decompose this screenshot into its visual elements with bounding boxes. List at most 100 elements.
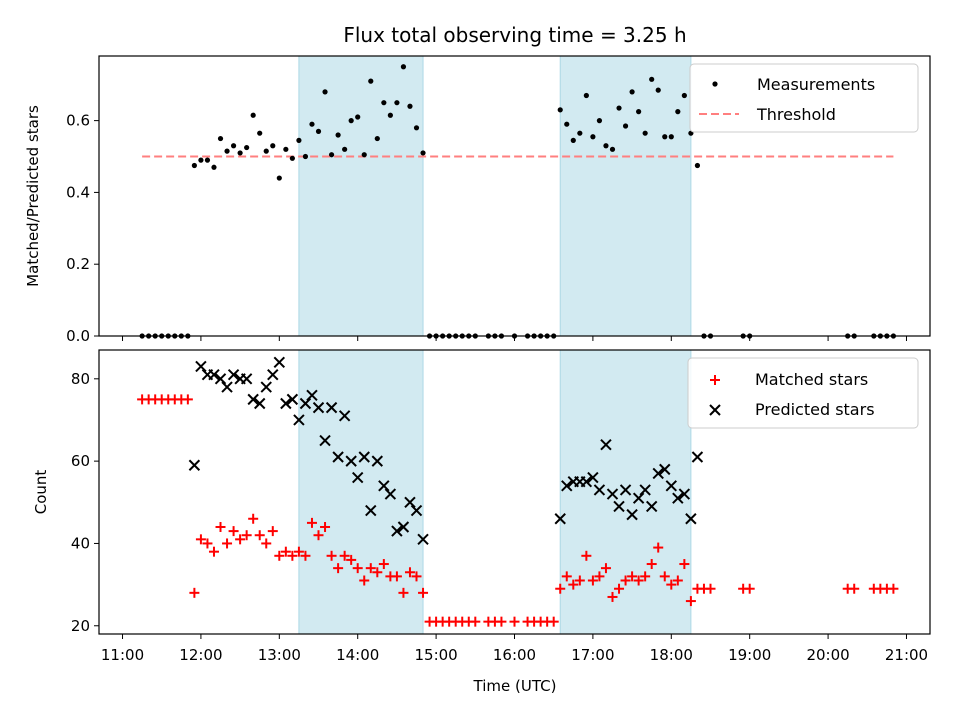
predicted-star-point: [214, 373, 227, 385]
x-tick-label: 11:00: [101, 646, 144, 664]
predicted-star-point: [299, 397, 312, 410]
matched-star-point: [607, 591, 618, 602]
predicted-star-point: [312, 401, 325, 414]
measurement-point: [296, 137, 302, 143]
predicted-star-point: [384, 488, 397, 500]
matched-star-point: [261, 538, 272, 549]
predicted-star-point: [280, 397, 292, 410]
legend-matched-label: Matched stars: [755, 370, 868, 389]
measurement-point: [322, 89, 328, 95]
y-tick-label: 0.4: [66, 183, 90, 201]
measurement-point: [394, 100, 400, 106]
measurement-point: [381, 100, 387, 106]
matched-star-point: [293, 546, 304, 557]
x-tick-label: 20:00: [806, 646, 849, 664]
measurement-point: [217, 135, 224, 142]
x-axis-label: Time (UTC): [473, 677, 557, 695]
measurement-point: [198, 157, 204, 163]
matched-star-point: [274, 550, 285, 561]
matched-star-point: [744, 583, 755, 594]
predicted-star-point: [691, 451, 704, 463]
measurement-point: [270, 143, 276, 149]
matched-star-point: [326, 550, 337, 561]
top-shaded-intervals: [298, 55, 692, 337]
predicted-star-point: [639, 484, 651, 496]
measurement-point: [355, 114, 361, 120]
predicted-star-point: [260, 381, 272, 393]
predicted-star-point: [561, 480, 573, 492]
predicted-star-point: [319, 434, 331, 447]
matched-star-point: [574, 575, 585, 586]
chart-title: Flux total observing time = 3.25 h: [343, 23, 686, 47]
measurement-point: [224, 148, 230, 154]
predicted-star-point: [593, 484, 606, 496]
measurement-point: [400, 64, 407, 70]
measurement-point: [570, 137, 576, 143]
measurement-point: [636, 109, 642, 115]
predicted-star-point: [645, 500, 658, 513]
x-tick-label: 13:00: [258, 646, 301, 664]
measurement-point: [609, 146, 616, 152]
predicted-star-point: [221, 381, 233, 393]
matched-star-point: [509, 616, 520, 627]
matched-star-point: [587, 575, 598, 586]
matched-star-point: [306, 517, 317, 528]
matched-star-point: [287, 550, 298, 561]
predicted-star-point: [580, 476, 593, 488]
legend-predicted-label: Predicted stars: [755, 400, 875, 419]
measurement-point: [681, 92, 687, 99]
y-tick-label: 0.6: [66, 112, 90, 130]
measurement-point: [590, 134, 596, 140]
bottom-axes-frame: [98, 349, 931, 635]
x-tick-label: 17:00: [571, 646, 614, 664]
predicted-star-point: [352, 471, 364, 484]
measurement-point: [244, 144, 250, 151]
bottom-y-ticks: 20 40 60 80: [71, 370, 99, 635]
measurement-point: [250, 112, 256, 118]
matched-star-point: [280, 546, 291, 557]
matched-star-point: [679, 559, 690, 570]
predicted-star-point: [678, 488, 691, 500]
top-y-axis-label: Matched/Predicted stars: [24, 105, 42, 287]
legend-measurements-marker: [712, 81, 718, 87]
measurement-point: [191, 162, 197, 169]
top-x-ticks: [122, 336, 907, 341]
predicted-star-point: [659, 463, 671, 476]
matched-star-point: [496, 616, 507, 627]
matched-star-point: [411, 571, 422, 582]
matched-star-point: [339, 550, 350, 561]
measurement-point: [629, 89, 635, 95]
measurement-point: [309, 121, 315, 127]
predicted-star-point: [345, 455, 357, 467]
matched-star-point: [620, 575, 631, 586]
predicted-star-point: [240, 373, 253, 385]
measurement-point: [374, 135, 380, 142]
matched-star-point: [235, 534, 246, 545]
predicted-star-point: [378, 480, 390, 492]
matched-star-point: [627, 571, 638, 582]
matched-star-point: [568, 579, 579, 590]
matched-star-point: [372, 567, 383, 578]
predicted-star-point: [247, 393, 259, 406]
bottom-shaded-intervals: [298, 349, 692, 635]
measurement-point: [283, 146, 289, 152]
predicted-star-point: [188, 459, 201, 471]
predicted-star-point: [306, 389, 318, 401]
measurement-point: [577, 130, 583, 136]
legend-measurements-label: Measurements: [757, 75, 875, 94]
matched-star-point: [685, 596, 696, 607]
matched-star-point: [404, 567, 415, 578]
predicted-star-point: [273, 356, 286, 369]
measurement-point: [302, 153, 309, 160]
measurement-point: [616, 105, 622, 111]
predicted-star-point: [358, 451, 370, 463]
measurement-point: [276, 175, 282, 181]
measurement-point: [564, 121, 570, 127]
matched-star-point: [398, 587, 409, 598]
measurement-point: [263, 148, 269, 154]
matched-star-point: [300, 550, 311, 561]
predicted-star-point: [286, 393, 299, 406]
top-legend-box: [689, 63, 919, 133]
predicted-star-point: [632, 492, 645, 504]
